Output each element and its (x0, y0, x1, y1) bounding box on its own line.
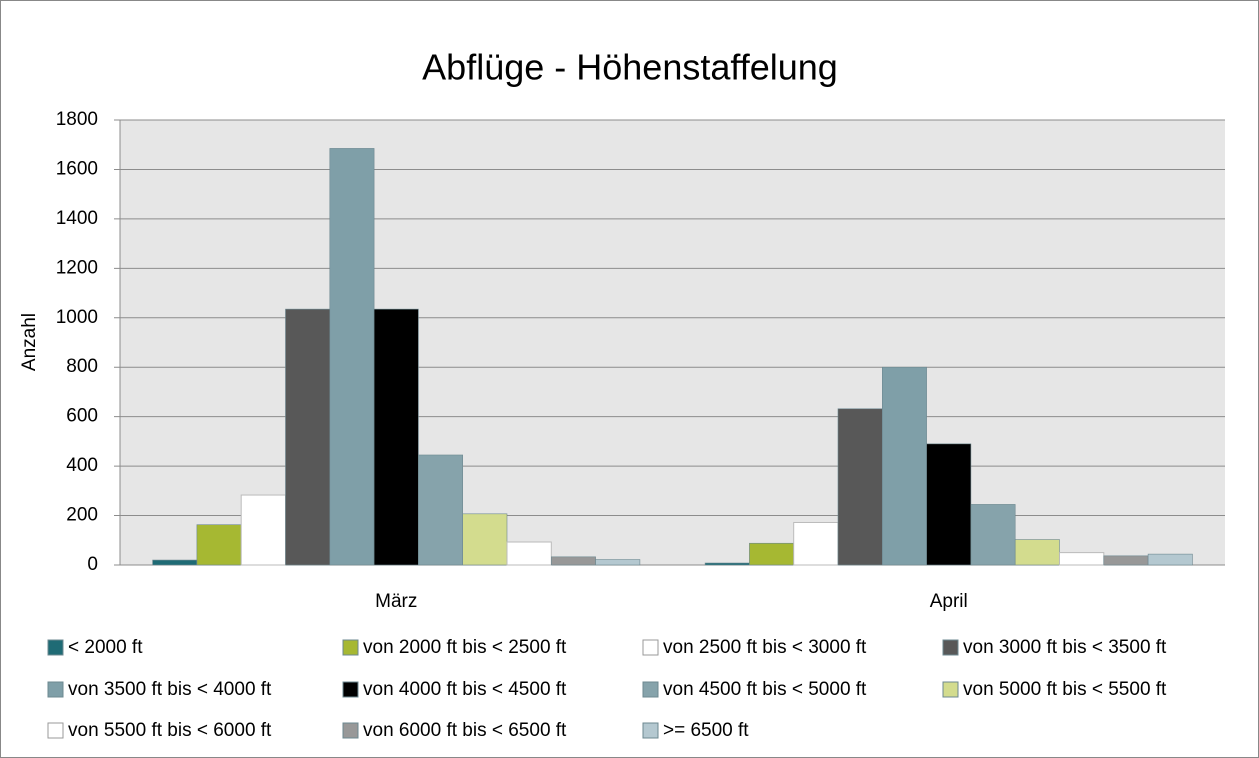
y-tick-label: 400 (66, 455, 98, 476)
bar (1014, 539, 1060, 566)
y-tick-label: 200 (66, 505, 98, 526)
bar (506, 541, 552, 566)
bar (329, 148, 375, 566)
bar (970, 504, 1016, 566)
y-tick-label: 1000 (56, 307, 98, 328)
y-tick-label: 1400 (56, 208, 98, 229)
y-tick-label: 0 (87, 554, 98, 575)
bar (837, 408, 883, 566)
bar (196, 524, 242, 566)
bar (462, 513, 508, 566)
legend-label: von 5000 ft bis < 5500 ft (963, 679, 1167, 700)
x-tick-label: März (375, 591, 417, 612)
legend-label: < 2000 ft (68, 637, 143, 658)
legend-swatch (642, 722, 659, 739)
bar (704, 562, 750, 566)
y-axis-title: Anzahl (19, 313, 40, 371)
bar (926, 443, 972, 566)
legend-swatch (642, 639, 659, 656)
y-tick-label: 800 (66, 356, 98, 377)
bar (595, 559, 641, 566)
chart-title: Abflüge - Höhenstaffelung (422, 47, 838, 88)
bar (1059, 552, 1105, 566)
legend-swatch (47, 639, 64, 656)
legend-swatch (47, 681, 64, 698)
legend-label: von 2500 ft bis < 3000 ft (663, 637, 867, 658)
bar (418, 454, 463, 566)
legend-label: von 3500 ft bis < 4000 ft (68, 679, 272, 700)
y-tick-label: 1800 (56, 109, 98, 130)
bar (550, 556, 596, 566)
legend-label: von 2000 ft bis < 2500 ft (363, 637, 567, 658)
legend-label: von 5500 ft bis < 6000 ft (68, 720, 272, 741)
legend-swatch (642, 681, 659, 698)
legend-swatch (942, 639, 959, 656)
bar (749, 542, 795, 566)
legend-swatch (342, 639, 359, 656)
legend-label: von 6000 ft bis < 6500 ft (363, 720, 567, 741)
legend-swatch (342, 681, 359, 698)
legend-swatch (342, 722, 359, 739)
legend-label: von 3000 ft bis < 3500 ft (963, 637, 1167, 658)
bar (285, 308, 331, 566)
bar (1103, 555, 1149, 566)
bar (793, 521, 839, 566)
y-tick-label: 1600 (56, 158, 98, 179)
x-tick-label: April (930, 591, 968, 612)
y-tick-label: 1200 (56, 257, 98, 278)
bar (240, 494, 286, 566)
legend-label: von 4500 ft bis < 5000 ft (663, 679, 867, 700)
legend-label: >= 6500 ft (663, 720, 749, 741)
bar (373, 308, 419, 566)
bar (881, 366, 927, 566)
legend-label: von 4000 ft bis < 4500 ft (363, 679, 567, 700)
legend-swatch (942, 681, 959, 698)
y-tick-label: 600 (66, 406, 98, 427)
bar (152, 559, 198, 566)
legend-swatch (47, 722, 64, 739)
bar (1147, 553, 1193, 566)
